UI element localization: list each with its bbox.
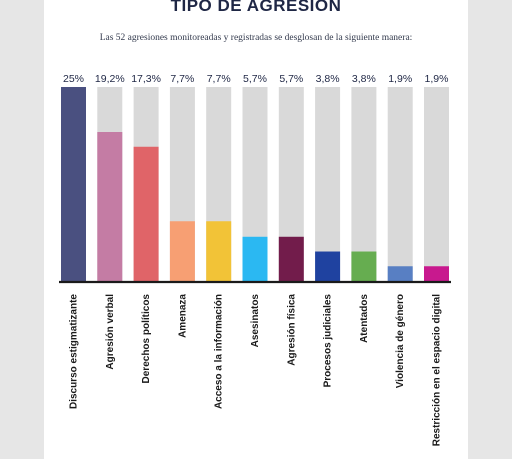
chart-subtitle: Las 52 agresiones monitoreadas y registr… — [99, 33, 413, 43]
chart-page: TIPO DE AGRESIÓN Las 52 agresiones monit… — [44, 0, 468, 459]
bar — [206, 221, 232, 281]
category-label: Derechos políticos — [141, 294, 152, 384]
bar-value-label: 3,8% — [352, 73, 376, 85]
bar — [424, 266, 449, 281]
bar — [315, 251, 341, 281]
bar — [97, 132, 123, 281]
bar-value-label: 19,2% — [95, 73, 125, 85]
category-label: Restricción en el espacio digital — [432, 294, 443, 446]
category-label: Amenaza — [177, 294, 188, 338]
bar-track — [315, 87, 341, 281]
bar-chart: 25% Discurso estigmatizante 19,2% Agresión … — [59, 73, 451, 446]
bar — [351, 251, 377, 281]
category-label: Agresión física — [286, 294, 297, 366]
bar — [61, 87, 86, 281]
category-label: Atentados — [359, 294, 370, 343]
bar — [133, 146, 159, 281]
bar-track — [351, 87, 377, 281]
bar — [278, 236, 304, 281]
bar — [387, 266, 413, 281]
category-label: Procesos judiciales — [323, 294, 334, 388]
bar-value-label: 7,7% — [207, 73, 231, 85]
bar-value-label: 1,9% — [425, 73, 449, 85]
category-label: Agresión verbal — [105, 294, 116, 370]
chart-title: TIPO DE AGRESIÓN — [170, 0, 342, 15]
bar-track — [387, 87, 413, 281]
bar — [169, 221, 195, 281]
bar-value-label: 3,8% — [316, 73, 340, 85]
category-label: Acceso a la información — [214, 294, 225, 409]
bar-value-label: 17,3% — [131, 73, 161, 85]
bar-value-label: 25% — [63, 73, 84, 85]
bar-value-label: 1,9% — [388, 73, 412, 85]
bar — [242, 236, 268, 281]
bar-value-label: 5,7% — [243, 73, 267, 85]
bar-value-label: 7,7% — [170, 73, 194, 85]
bar-track — [424, 87, 449, 281]
category-label: Discurso estigmatizante — [69, 294, 80, 409]
category-label: Asesinatos — [250, 294, 261, 348]
category-label: Violencia de género — [395, 294, 406, 388]
bar-value-label: 5,7% — [279, 73, 303, 85]
